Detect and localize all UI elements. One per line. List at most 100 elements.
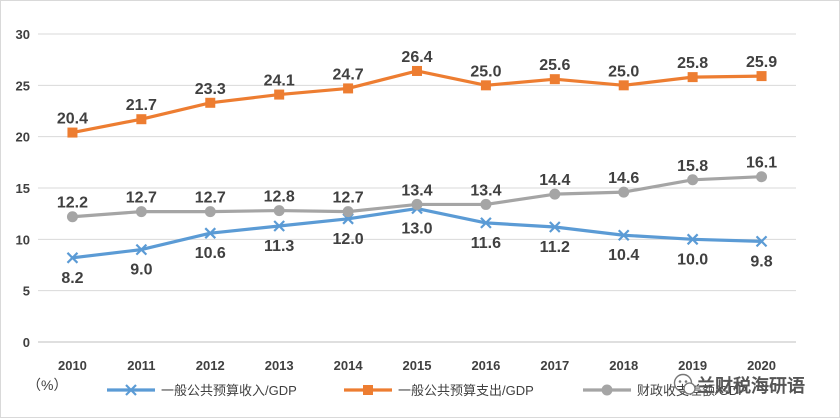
square-marker bbox=[756, 71, 767, 82]
data-label: 21.7 bbox=[126, 97, 157, 114]
data-label: 25.9 bbox=[746, 54, 777, 71]
circle-marker bbox=[204, 206, 216, 218]
x-marker bbox=[549, 221, 561, 233]
data-label: 9.0 bbox=[130, 262, 152, 279]
square-marker bbox=[67, 127, 78, 138]
x-marker bbox=[125, 384, 137, 396]
circle-marker bbox=[480, 198, 492, 210]
data-label: 24.1 bbox=[264, 73, 295, 90]
x-tick-label: 2010 bbox=[58, 358, 87, 373]
data-label: 9.8 bbox=[750, 253, 772, 270]
data-label: 8.2 bbox=[61, 270, 83, 287]
data-label: 25.6 bbox=[539, 57, 570, 74]
circle-marker bbox=[687, 174, 699, 186]
square-marker bbox=[618, 80, 629, 91]
x-tick-label: 2011 bbox=[127, 358, 155, 373]
data-label: 26.4 bbox=[401, 49, 432, 66]
y-tick-label: 10 bbox=[16, 232, 30, 247]
circle-marker bbox=[273, 205, 285, 217]
x-marker bbox=[273, 220, 285, 232]
wechat-icon bbox=[673, 373, 696, 395]
data-label: 11.6 bbox=[471, 235, 501, 252]
y-tick-label: 20 bbox=[16, 130, 30, 145]
data-label: 13.0 bbox=[401, 221, 432, 238]
x-marker bbox=[66, 252, 79, 264]
watermark: 兰财税海研语 bbox=[673, 373, 805, 396]
data-label: 16.1 bbox=[746, 155, 777, 172]
x-marker bbox=[135, 243, 148, 256]
legend-item: 一般公共预算收入/GDP bbox=[107, 383, 297, 398]
x-marker bbox=[480, 217, 492, 229]
y-tick-label: 30 bbox=[16, 27, 30, 42]
legend-label: 一般公共预算支出/GDP bbox=[398, 383, 534, 398]
x-tick-label: 2012 bbox=[196, 358, 225, 373]
square-marker bbox=[274, 89, 285, 100]
x-axis-ticks: 2010 2011 2012 2013 2014 2015 2016 2017 2018 2019… bbox=[58, 358, 776, 373]
y-tick-label: 5 bbox=[23, 284, 30, 299]
circle-marker bbox=[549, 188, 561, 200]
y-tick-label: 15 bbox=[16, 181, 30, 196]
x-tick-label: 2015 bbox=[403, 358, 432, 373]
circle-marker bbox=[135, 206, 147, 218]
data-label: 15.8 bbox=[677, 158, 708, 175]
data-label: 12.2 bbox=[57, 195, 88, 212]
y-tick-label: 0 bbox=[23, 335, 30, 350]
gridlines bbox=[38, 33, 796, 343]
square-marker bbox=[480, 80, 491, 91]
circle-marker bbox=[601, 384, 613, 396]
data-label: 10.6 bbox=[195, 245, 226, 262]
data-label: 10.0 bbox=[677, 251, 708, 268]
data-label: 14.6 bbox=[608, 170, 639, 187]
x-tick-label: 2014 bbox=[334, 358, 364, 373]
data-label: 10.4 bbox=[608, 247, 639, 264]
legend-item: 一般公共预算支出/GDP bbox=[344, 383, 534, 398]
circle-marker bbox=[411, 198, 423, 210]
watermark-text: 兰财税海研语 bbox=[697, 375, 805, 396]
circle-marker bbox=[66, 211, 78, 223]
series-line bbox=[70, 69, 764, 135]
circle-marker bbox=[618, 186, 630, 198]
x-tick-label: 2016 bbox=[471, 358, 500, 373]
data-label: 13.4 bbox=[470, 182, 501, 199]
unit-label: （%） bbox=[27, 377, 67, 393]
data-label: 13.4 bbox=[401, 182, 432, 199]
x-tick-label: 2017 bbox=[540, 358, 569, 373]
square-marker bbox=[343, 83, 354, 94]
data-label: 11.3 bbox=[264, 238, 294, 255]
data-label: 25.8 bbox=[677, 55, 708, 72]
data-label: 11.2 bbox=[540, 239, 570, 256]
square-marker bbox=[136, 114, 147, 125]
x-marker bbox=[204, 227, 217, 239]
data-labels: 8.2 9.0 10.6 11.3 12.0 13.0 11.6 11.2 10.4 10.0 9.… bbox=[57, 49, 777, 287]
square-marker bbox=[687, 72, 698, 83]
square-marker bbox=[412, 65, 422, 76]
data-label: 25.0 bbox=[608, 63, 639, 80]
data-label: 14.4 bbox=[539, 172, 570, 189]
data-label: 12.0 bbox=[333, 231, 364, 248]
data-label: 23.3 bbox=[195, 81, 226, 98]
data-label: 12.7 bbox=[126, 190, 157, 207]
y-tick-label: 25 bbox=[16, 78, 30, 93]
data-label: 24.7 bbox=[333, 66, 364, 83]
data-label: 12.8 bbox=[264, 189, 295, 206]
square-marker bbox=[363, 385, 373, 395]
x-marker bbox=[686, 233, 699, 246]
x-tick-label: 2020 bbox=[747, 358, 776, 373]
legend-label: 一般公共预算收入/GDP bbox=[161, 383, 297, 398]
circle-marker bbox=[756, 171, 768, 183]
square-marker bbox=[205, 97, 216, 108]
x-marker bbox=[617, 229, 630, 242]
x-tick-label: 2018 bbox=[609, 358, 638, 373]
x-marker bbox=[755, 235, 768, 248]
series-layer bbox=[66, 65, 768, 264]
x-tick-label: 2019 bbox=[678, 358, 707, 373]
data-label: 20.4 bbox=[57, 111, 88, 128]
data-label: 12.7 bbox=[195, 190, 226, 207]
circle-marker bbox=[342, 206, 354, 218]
x-tick-label: 2013 bbox=[265, 358, 294, 373]
square-marker bbox=[549, 74, 560, 85]
data-label: 25.0 bbox=[470, 63, 501, 80]
